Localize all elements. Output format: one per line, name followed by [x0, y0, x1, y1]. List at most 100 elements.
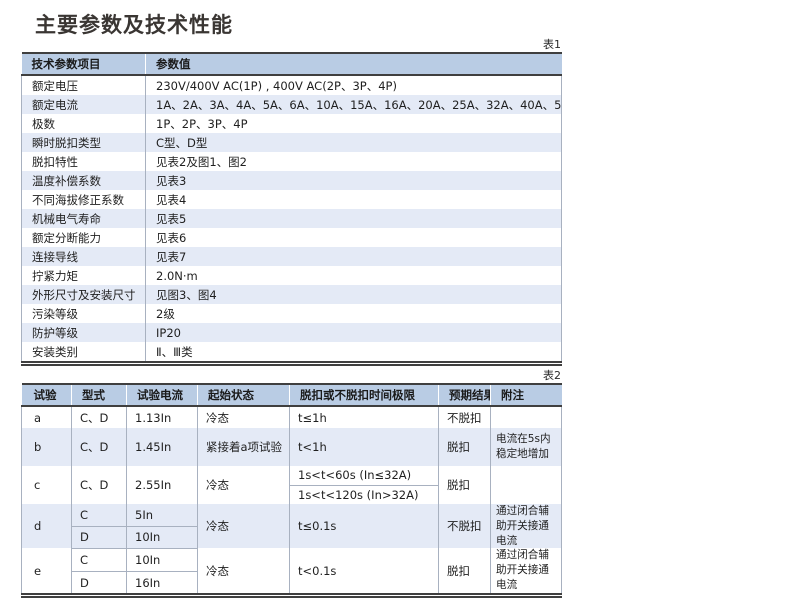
note-cell	[490, 406, 562, 428]
test-cell: d	[21, 504, 72, 549]
page-content: 主要参数及技术性能 表1 技术参数项目 参数值 额定电压 230V/400V AC…	[21, 12, 562, 598]
test-row-e2: D 16In	[22, 571, 562, 596]
param-name-cell: 额定电压	[21, 75, 146, 95]
time-limit-cell: t<1h	[289, 428, 439, 466]
start-state-cell: 冷态	[197, 466, 290, 504]
param-value-cell: 见表3	[145, 171, 562, 190]
param-value-cell: 见表4	[145, 190, 562, 209]
param-row: 额定电压 230V/400V AC(1P) , 400V AC(2P、3P、4P)	[21, 75, 562, 95]
param-value-cell: IP20	[145, 323, 562, 342]
test-cell: a	[21, 406, 72, 428]
result-cell: 脱扣	[438, 548, 491, 596]
param-value-cell: 见表5	[145, 209, 562, 228]
param-row: 安装类别 Ⅱ、Ⅲ类	[21, 342, 562, 364]
type-cell: C、D	[71, 466, 127, 504]
current-cell: 2.55In	[126, 466, 198, 504]
current-cell: 1.13In	[126, 406, 198, 428]
test-cell: b	[21, 428, 72, 466]
time-limit-cell: t≤0.1s	[289, 504, 439, 549]
param-name-cell: 连接导线	[21, 247, 146, 266]
param-value-cell: 230V/400V AC(1P) , 400V AC(2P、3P、4P)	[145, 75, 562, 95]
param-name-cell: 污染等级	[21, 304, 146, 323]
header-test: 试验	[21, 384, 72, 407]
start-state-cell: 紧接着a项试验	[197, 428, 290, 466]
result-cell: 脱扣	[438, 466, 491, 504]
param-value-cell: 1P、2P、3P、4P	[145, 114, 562, 133]
param-row: 额定分断能力 见表6	[21, 228, 562, 247]
param-row: 脱扣特性 见表2及图1、图2	[21, 152, 562, 171]
param-row: 连接导线 见表7	[21, 247, 562, 266]
param-value-cell: Ⅱ、Ⅲ类	[145, 342, 562, 364]
param-name-cell: 防护等级	[21, 323, 146, 342]
result-cell: 不脱扣	[438, 406, 491, 428]
param-row: 不同海拔修正系数 见表4	[21, 190, 562, 209]
header-note: 附注	[490, 384, 562, 407]
start-state-cell: 冷态	[197, 406, 290, 428]
time-limit-cell: 1s<t<120s (In>32A)	[289, 485, 439, 504]
header-param-name: 技术参数项目	[21, 53, 146, 76]
header-time-limit: 脱扣或不脱扣时间极限	[289, 384, 439, 407]
table-header-row: 技术参数项目 参数值	[21, 53, 562, 76]
table-header-row: 试验 型式 试验电流 起始状态 脱扣或不脱扣时间极限 预期结果 附注	[21, 384, 562, 407]
param-name-cell: 拧紧力矩	[21, 266, 146, 285]
test-row-d2: D 10In	[22, 526, 562, 549]
test-row-e: e C 10In 冷态 t<0.1s 脱扣 通过闭合辅助开关接通电流	[21, 548, 562, 596]
param-value-cell: 2.0N·m	[145, 266, 562, 285]
start-state-cell: 冷态	[197, 504, 290, 549]
test-cell: c	[21, 466, 72, 504]
param-name-cell: 机械电气寿命	[21, 209, 146, 228]
param-name-cell: 额定电流	[21, 95, 146, 114]
note-cell: 电流在5s内稳定地增加	[490, 428, 562, 466]
test-row-a: a C、D 1.13In 冷态 t≤1h 不脱扣	[21, 406, 562, 428]
current-cell: 1.45In	[126, 428, 198, 466]
type-cell: C	[71, 548, 127, 573]
param-row: 外形尺寸及安装尺寸 见图3、图4	[21, 285, 562, 304]
test-row-c2: 1s<t<120s (In>32A)	[22, 485, 562, 504]
table2-label: 表2	[543, 369, 561, 382]
type-cell: C、D	[71, 406, 127, 428]
header-current: 试验电流	[126, 384, 198, 407]
header-type: 型式	[71, 384, 127, 407]
time-limit-cell: t≤1h	[289, 406, 439, 428]
param-row: 温度补偿系数 见表3	[21, 171, 562, 190]
current-cell: 10In	[126, 548, 198, 573]
test-cell: e	[21, 548, 72, 596]
test-row-c: c C、D 2.55In 冷态 1s<t<60s (In≤32A) 脱扣	[21, 466, 562, 504]
param-name-cell: 不同海拔修正系数	[21, 190, 146, 209]
param-value-cell: 1A、2A、3A、4A、5A、6A、10A、15A、16A、20A、25A、32…	[145, 95, 562, 114]
type-cell: C、D	[71, 428, 127, 466]
param-row: 拧紧力矩 2.0N·m	[21, 266, 562, 285]
param-name-cell: 外形尺寸及安装尺寸	[21, 285, 146, 304]
param-value-cell: 2级	[145, 304, 562, 323]
param-row: 机械电气寿命 见表5	[21, 209, 562, 228]
type-cell: D	[71, 526, 127, 549]
param-row: 污染等级 2级	[21, 304, 562, 323]
param-name-cell: 额定分断能力	[21, 228, 146, 247]
param-name-cell: 极数	[21, 114, 146, 133]
param-value-cell: 见表6	[145, 228, 562, 247]
note-cell: 通过闭合辅助开关接通电流	[490, 504, 562, 549]
current-cell: 5In	[126, 504, 198, 527]
param-name-cell: 脱扣特性	[21, 152, 146, 171]
current-cell: 10In	[126, 526, 198, 549]
result-cell: 不脱扣	[438, 504, 491, 549]
header-result: 预期结果	[438, 384, 491, 407]
param-value-cell: C型、D型	[145, 133, 562, 152]
time-limit-cell: 1s<t<60s (In≤32A)	[289, 466, 439, 486]
time-limit-cell: t<0.1s	[289, 548, 439, 596]
type-cell: D	[71, 571, 127, 596]
result-cell: 脱扣	[438, 428, 491, 466]
current-cell: 16In	[126, 571, 198, 596]
param-row: 额定电流 1A、2A、3A、4A、5A、6A、10A、15A、16A、20A、25…	[21, 95, 562, 114]
param-row: 防护等级 IP20	[21, 323, 562, 342]
param-row: 瞬时脱扣类型 C型、D型	[21, 133, 562, 152]
type-cell: C	[71, 504, 127, 527]
param-name-cell: 瞬时脱扣类型	[21, 133, 146, 152]
test-row-b: b C、D 1.45In 紧接着a项试验 t<1h 脱扣 电流在5s内稳定地增加	[21, 428, 562, 466]
test-row-d: d C 5In 冷态 t≤0.1s 不脱扣 通过闭合辅助开关接通电流	[21, 504, 562, 549]
param-value-cell: 见图3、图4	[145, 285, 562, 304]
header-param-value: 参数值	[145, 53, 562, 76]
note-cell: 通过闭合辅助开关接通电流	[490, 548, 562, 596]
page-title: 主要参数及技术性能	[35, 13, 233, 37]
note-cell	[490, 466, 562, 504]
